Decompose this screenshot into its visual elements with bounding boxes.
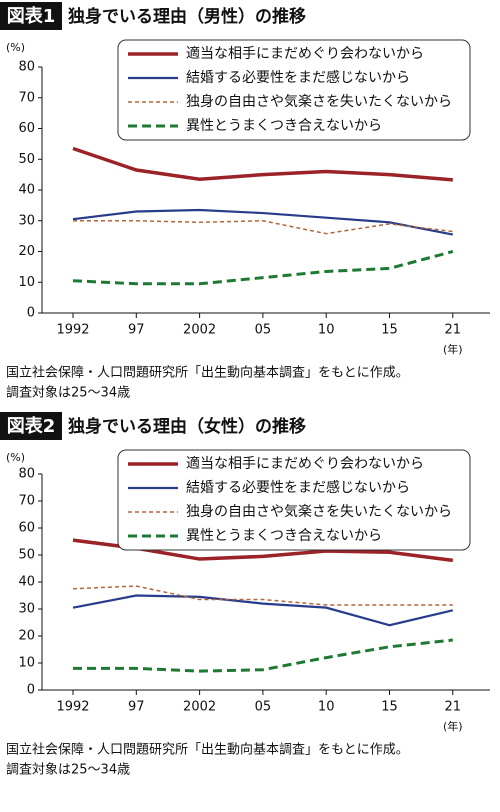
x-tick-label: 21 (445, 700, 462, 715)
note: 国立社会保障・人口問題研究所「出生動向基本調査」をもとに作成。 (6, 365, 409, 381)
chart-title: 独身でいる理由（女性）の推移 (68, 416, 306, 437)
x-tick-label: 05 (255, 323, 272, 338)
legend-box (117, 39, 471, 141)
series-line (73, 638, 453, 673)
series-line (72, 208, 454, 236)
y-tick-label: 20 (18, 244, 35, 259)
x-tick-label: 2002 (183, 323, 216, 338)
y-unit: (%) (6, 451, 25, 464)
y-tick-label: 40 (18, 183, 35, 198)
x-tick-label: 97 (128, 700, 145, 715)
legend-label: 適当な相手にまだめぐり会わないから (186, 45, 424, 62)
y-tick-label: 20 (18, 629, 35, 644)
y-tick-label: 10 (18, 656, 35, 671)
legend-label: 結婚する必要性をまだ感じないから (186, 69, 410, 86)
y-tick-label: 0 (27, 306, 35, 321)
series-line (72, 585, 453, 606)
series-line (72, 250, 454, 286)
chart-label: 図表2 (7, 415, 56, 437)
y-tick-label: 70 (18, 494, 35, 509)
y-tick-label: 0 (27, 683, 35, 698)
x-tick-label: 2002 (183, 700, 216, 715)
x-tick-label: 21 (445, 323, 462, 338)
y-tick-label: 60 (18, 521, 35, 536)
note: 調査対象は25〜34歳 (6, 763, 130, 778)
y-tick-label: 50 (18, 548, 35, 563)
header-box (0, 2, 62, 30)
y-tick-label: 10 (18, 275, 35, 290)
y-tick-label: 80 (18, 467, 35, 482)
y-tick-label: 30 (18, 213, 35, 228)
legend-label: 独身の自由さや気楽さを失いたくないから (186, 94, 452, 110)
legend-label: 独身の自由さや気楽さを失いたくないから (186, 504, 452, 520)
legend-box (117, 449, 471, 551)
x-tick-label: 1992 (56, 700, 89, 715)
note: 国立社会保障・人口問題研究所「出生動向基本調査」をもとに作成。 (6, 742, 409, 758)
legend-label: 異性とうまくつき合えないから (186, 118, 382, 134)
chart-label: 図表1 (7, 5, 56, 27)
y-tick-label: 40 (18, 575, 35, 590)
y-tick-label: 70 (18, 90, 35, 105)
x-tick-label: 10 (318, 700, 335, 715)
x-tick-label: 1992 (56, 323, 89, 338)
series-line (72, 146, 453, 182)
x-tick-label: 97 (128, 323, 145, 338)
note: 調査対象は25〜34歳 (6, 386, 130, 401)
y-unit: (%) (6, 41, 25, 54)
series-line (72, 594, 454, 627)
legend-label: 適当な相手にまだめぐり会わないから (186, 455, 424, 472)
x-tick-label: 10 (318, 323, 335, 338)
series-line (73, 219, 453, 235)
y-tick-label: 50 (18, 152, 35, 167)
x-tick-label: 15 (381, 323, 398, 338)
y-tick-label: 30 (18, 602, 35, 617)
chart-title: 独身でいる理由（男性）の推移 (68, 6, 306, 27)
legend-label: 異性とうまくつき合えないから (186, 528, 382, 544)
x-unit: (年) (443, 342, 463, 356)
legend-label: 結婚する必要性をまだ感じないから (186, 479, 410, 496)
y-tick-label: 60 (18, 121, 35, 136)
x-tick-label: 15 (381, 700, 398, 715)
x-tick-label: 05 (255, 700, 272, 715)
header-box (0, 412, 62, 440)
x-unit: (年) (443, 719, 463, 733)
y-tick-label: 80 (18, 60, 35, 75)
